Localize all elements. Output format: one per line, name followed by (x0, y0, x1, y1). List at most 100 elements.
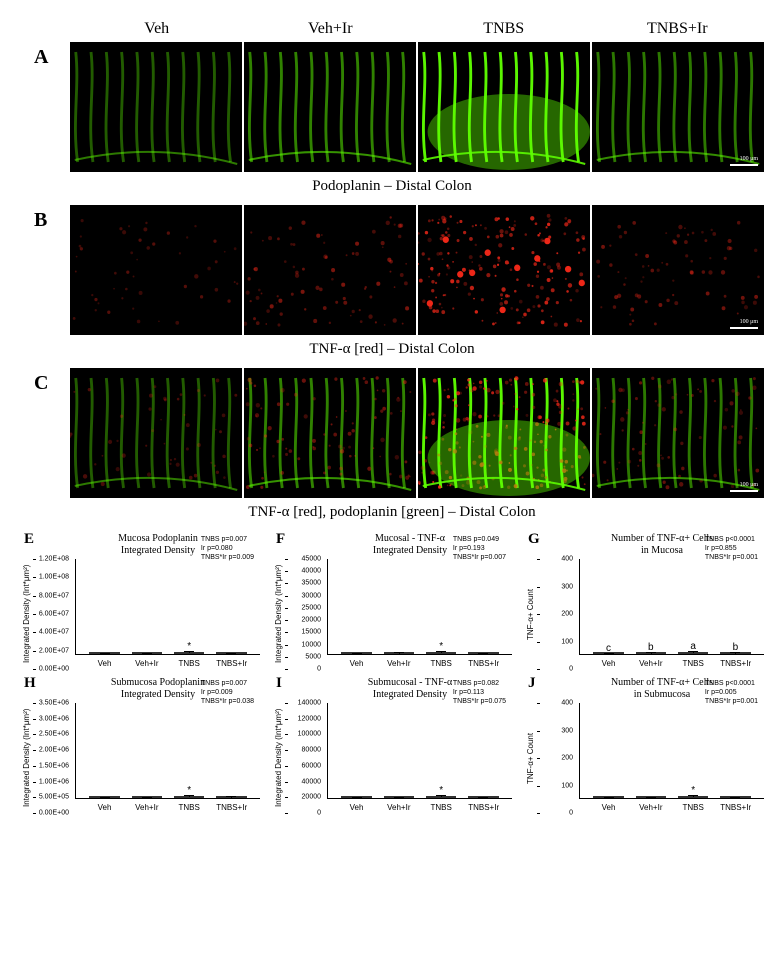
x-label: Veh (89, 803, 119, 812)
y-axis-ticks: 0.00E+00 2.00E+07 4.00E+07 6.00E+07 8.00… (33, 559, 75, 669)
scale-label: 100 μm (740, 482, 758, 488)
x-label: Veh+Ir (384, 803, 414, 812)
x-label: Veh (593, 659, 623, 668)
stat-line: TNBS p<0.0001 (705, 535, 758, 544)
x-label: Veh+Ir (636, 659, 666, 668)
bar-Veh+Ir (132, 796, 162, 798)
bar-Veh (593, 796, 623, 798)
panel-label: C (20, 368, 64, 395)
charts-grid: E TNBS p=0.007Ir p=0.080TNBS*Ir p=0.009 … (20, 533, 764, 813)
x-labels: Veh Veh+Ir TNBS TNBS+Ir (580, 659, 764, 668)
bar-TNBS+Ir (216, 652, 246, 654)
bars-container: c b a b (580, 559, 764, 654)
plot-area: * VehVeh+IrTNBSTNBS+Ir (579, 703, 764, 799)
bar-Veh (89, 652, 119, 654)
bar-Veh+Ir (636, 796, 666, 798)
bars-container: * (76, 559, 260, 654)
y-axis-ticks: 0 100 200 300 400 (537, 559, 579, 669)
panel-row-C: C 100 μm (20, 368, 764, 498)
chart-J: J TNBS p<0.0001Ir p=0.005TNBS*Ir p=0.001… (524, 677, 764, 813)
y-axis-label: Integrated Density (Int*μm²) (272, 703, 285, 813)
chart-body: TNF-α+ Count 0 100 200 300 400 c b a b (524, 559, 764, 669)
panel-caption: TNF-α [red], podoplanin [green] – Distal… (20, 504, 764, 521)
x-label: TNBS+Ir (468, 803, 498, 812)
bar-Veh+Ir (384, 796, 414, 798)
bar-Veh (341, 652, 371, 654)
x-label: TNBS (678, 803, 708, 812)
panel-caption: Podoplanin – Distal Colon (20, 178, 764, 195)
bar-Veh (341, 796, 371, 798)
scale-label: 100 μm (740, 156, 758, 162)
micrograph-C-TNBS+Ir: 100 μm (592, 368, 764, 498)
micrograph-B-Veh (70, 205, 242, 335)
col-header: TNBS+Ir (591, 20, 765, 38)
y-axis-label: Integrated Density (Int*μm²) (272, 559, 285, 669)
scale-bar (730, 327, 758, 329)
stat-line: Ir p=0.855 (705, 544, 758, 553)
chart-label: H (24, 675, 36, 692)
chart-body: TNF-α+ Count 0 100 200 300 400 * (524, 703, 764, 813)
bar-TNBS+Ir (468, 652, 498, 654)
bar-Veh: c (593, 652, 623, 654)
stat-line: Ir p=0.113 (453, 688, 506, 697)
col-header: Veh+Ir (244, 20, 418, 38)
y-axis-label: TNF-α+ Count (524, 703, 537, 813)
micrograph-C-Veh+Ir (244, 368, 416, 498)
stat-line: Ir p=0.009 (201, 688, 254, 697)
images-row: 100 μm (70, 205, 764, 335)
y-axis-ticks: 0.00E+00 5.00E+05 1.00E+06 1.50E+06 2.00… (33, 703, 75, 813)
bars-container: * (580, 703, 764, 798)
micrograph-C-TNBS (418, 368, 590, 498)
x-labels: VehVeh+IrTNBSTNBS+Ir (328, 803, 512, 812)
col-header: Veh (70, 20, 244, 38)
plot-area: * VehVeh+IrTNBSTNBS+Ir (75, 703, 260, 799)
plot-area: c b a b VehVeh+IrTNBSTNBS+Ir (579, 559, 764, 655)
plot-area: * VehVeh+IrTNBSTNBS+Ir (327, 559, 512, 655)
bar-Veh+Ir: b (636, 652, 666, 654)
x-label: TNBS (678, 659, 708, 668)
micrograph-B-TNBS+Ir: 100 μm (592, 205, 764, 335)
y-axis-label: Integrated Density (Int*μm²) (20, 703, 33, 813)
x-label: TNBS+Ir (720, 659, 750, 668)
chart-H: H TNBS p=0.007Ir p=0.009TNBS*Ir p=0.038 … (20, 677, 260, 813)
x-label: Veh (341, 659, 371, 668)
x-label: TNBS (174, 659, 204, 668)
stat-line: TNBS p=0.007 (201, 679, 254, 688)
bar-TNBS: * (426, 796, 456, 798)
x-label: Veh (593, 803, 623, 812)
x-label: TNBS (426, 803, 456, 812)
scale-bar (730, 164, 758, 166)
chart-body: Integrated Density (Int*μm²) 0.00E+00 5.… (20, 703, 260, 813)
error-bar (189, 796, 190, 797)
micrograph-A-Veh+Ir (244, 42, 416, 172)
y-axis-ticks: 0 5000 10000 15000 20000 25000 30000 350… (285, 559, 327, 669)
panel-row-A: A 100 μm (20, 42, 764, 172)
stat-line: TNBS p=0.007 (201, 535, 254, 544)
x-label: TNBS+Ir (720, 803, 750, 812)
stat-line: Ir p=0.080 (201, 544, 254, 553)
x-labels: VehVeh+IrTNBSTNBS+Ir (580, 803, 764, 812)
y-axis-ticks: 0 20000 40000 60000 80000 100000 120000 … (285, 703, 327, 813)
micrograph-A-Veh (70, 42, 242, 172)
panel-row-B: B 100 μm (20, 205, 764, 335)
bar-Veh+Ir (132, 652, 162, 654)
error-bar (189, 652, 190, 653)
stat-line: TNBS p=0.049 (453, 535, 506, 544)
column-headers: Veh Veh+Ir TNBS TNBS+Ir (70, 20, 764, 38)
stat-line: Ir p=0.005 (705, 688, 758, 697)
x-label: TNBS+Ir (216, 803, 246, 812)
col-header: TNBS (417, 20, 591, 38)
x-label: TNBS (426, 659, 456, 668)
x-labels: VehVeh+IrTNBSTNBS+Ir (328, 659, 512, 668)
error-bar (693, 796, 694, 797)
panel-caption: TNF-α [red] – Distal Colon (20, 341, 764, 358)
bar-TNBS: * (174, 652, 204, 654)
stat-line: Ir p=0.193 (453, 544, 506, 553)
stat-line: TNBS p=0.082 (453, 679, 506, 688)
x-label: Veh (89, 659, 119, 668)
bar-TNBS: * (426, 652, 456, 654)
y-axis-ticks: 0 100 200 300 400 (537, 703, 579, 813)
scale-bar (730, 490, 758, 492)
micrograph-A-TNBS (418, 42, 590, 172)
x-label: TNBS+Ir (468, 659, 498, 668)
